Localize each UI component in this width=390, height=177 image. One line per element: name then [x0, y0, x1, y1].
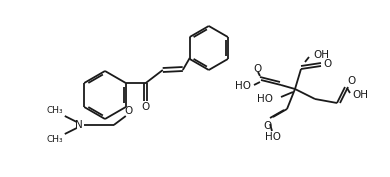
Text: HO: HO [257, 94, 273, 104]
Text: O: O [263, 121, 271, 131]
Text: O: O [125, 106, 133, 116]
Text: CH₃: CH₃ [46, 136, 63, 144]
Text: HO: HO [265, 132, 281, 142]
Text: OH: OH [313, 50, 329, 60]
Text: O: O [142, 102, 150, 112]
Text: HO: HO [235, 81, 251, 91]
Text: N: N [75, 120, 83, 130]
Text: CH₃: CH₃ [46, 105, 63, 115]
Text: O: O [323, 59, 331, 69]
Text: O: O [253, 64, 261, 74]
Text: O: O [348, 76, 356, 86]
Text: OH: OH [352, 90, 368, 100]
